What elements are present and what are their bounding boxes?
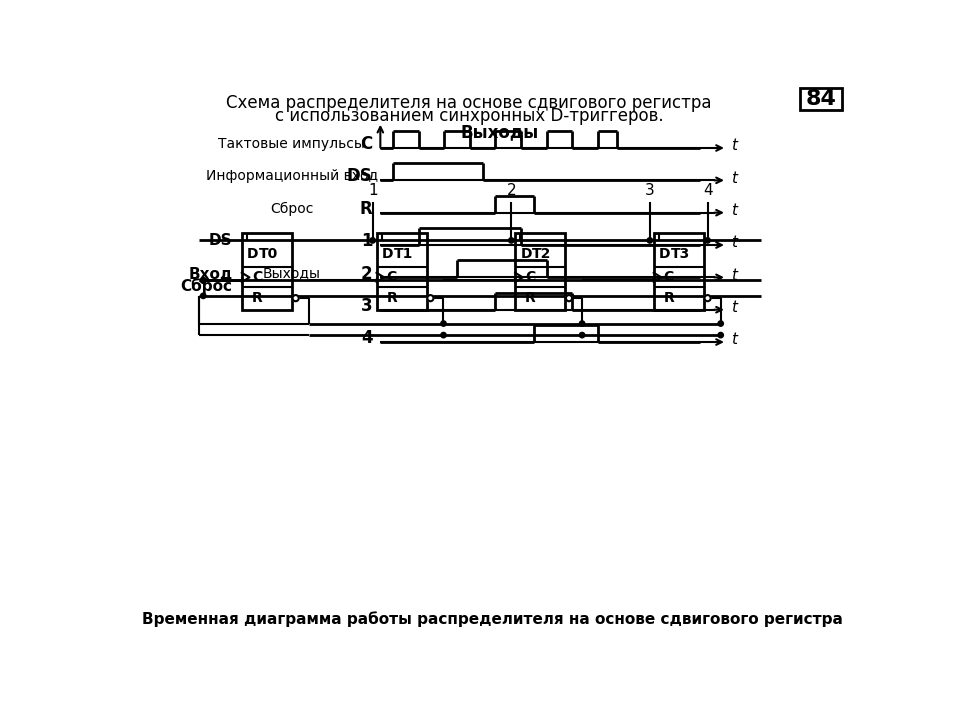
Text: Тактовые импульсы: Тактовые импульсы bbox=[218, 137, 365, 151]
Text: R: R bbox=[525, 291, 536, 305]
Text: C: C bbox=[387, 270, 396, 284]
Text: t: t bbox=[731, 332, 736, 347]
Circle shape bbox=[441, 333, 446, 338]
Text: Вход: Вход bbox=[188, 267, 232, 282]
Text: T1: T1 bbox=[394, 247, 413, 261]
Circle shape bbox=[201, 278, 206, 283]
Circle shape bbox=[441, 321, 446, 326]
Text: DS: DS bbox=[209, 233, 232, 248]
Text: Временная диаграмма работы распределителя на основе сдвигового регистра: Временная диаграмма работы распределител… bbox=[141, 611, 843, 627]
Text: t: t bbox=[731, 268, 736, 282]
Text: t: t bbox=[731, 138, 736, 153]
Circle shape bbox=[370, 238, 375, 243]
Circle shape bbox=[201, 278, 206, 283]
Text: DS: DS bbox=[347, 168, 372, 186]
Text: C: C bbox=[525, 270, 536, 284]
Text: T2: T2 bbox=[532, 247, 551, 261]
Bar bbox=[516, 233, 565, 310]
Text: Выходы: Выходы bbox=[461, 123, 539, 141]
Text: C: C bbox=[360, 135, 372, 153]
Circle shape bbox=[718, 321, 724, 326]
Text: Сброс: Сброс bbox=[270, 202, 314, 216]
Text: Выходы: Выходы bbox=[263, 266, 321, 281]
Text: t: t bbox=[731, 171, 736, 186]
Text: 3: 3 bbox=[361, 297, 372, 315]
Text: R: R bbox=[387, 291, 397, 305]
Circle shape bbox=[565, 295, 572, 301]
Bar bbox=[376, 233, 426, 310]
Text: t: t bbox=[731, 300, 736, 315]
Text: T0: T0 bbox=[258, 247, 278, 261]
Circle shape bbox=[427, 295, 434, 301]
Circle shape bbox=[705, 238, 710, 243]
Text: T3: T3 bbox=[671, 247, 690, 261]
Circle shape bbox=[647, 238, 653, 243]
Circle shape bbox=[580, 333, 585, 338]
Text: 4: 4 bbox=[703, 183, 712, 198]
Text: R: R bbox=[252, 291, 262, 305]
Text: Схема распределителя на основе сдвигового регистра: Схема распределителя на основе сдвиговог… bbox=[227, 94, 711, 112]
Text: R: R bbox=[360, 200, 372, 218]
Text: t: t bbox=[731, 235, 736, 251]
Bar bbox=[800, 88, 842, 109]
Text: 3: 3 bbox=[645, 183, 655, 198]
Text: R: R bbox=[663, 291, 675, 305]
Circle shape bbox=[293, 295, 299, 301]
Text: C: C bbox=[663, 270, 674, 284]
Text: 1: 1 bbox=[361, 232, 372, 250]
Bar bbox=[654, 233, 704, 310]
Text: D: D bbox=[660, 247, 671, 261]
Text: D: D bbox=[382, 247, 394, 261]
Circle shape bbox=[718, 333, 724, 338]
Text: D: D bbox=[520, 247, 532, 261]
Text: C: C bbox=[252, 270, 262, 284]
Text: 84: 84 bbox=[805, 89, 836, 109]
Text: Сброс: Сброс bbox=[180, 279, 232, 294]
Text: 2: 2 bbox=[361, 264, 372, 282]
Circle shape bbox=[201, 293, 206, 299]
Text: 1: 1 bbox=[368, 183, 377, 198]
Text: с использованием синхронных D-триггеров.: с использованием синхронных D-триггеров. bbox=[275, 107, 663, 125]
Circle shape bbox=[509, 238, 514, 243]
Text: t: t bbox=[731, 203, 736, 218]
Text: 4: 4 bbox=[361, 329, 372, 347]
Circle shape bbox=[705, 295, 710, 301]
Bar bbox=[242, 233, 292, 310]
Text: Информационный вход: Информационный вход bbox=[205, 169, 378, 184]
Text: D: D bbox=[247, 247, 258, 261]
Text: 2: 2 bbox=[507, 183, 516, 198]
Circle shape bbox=[580, 321, 585, 326]
